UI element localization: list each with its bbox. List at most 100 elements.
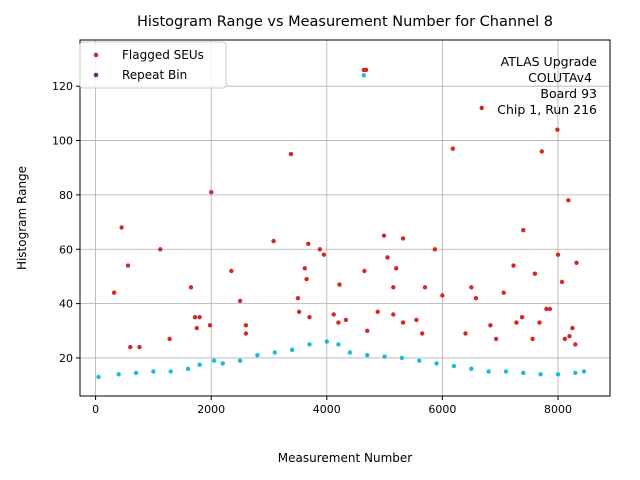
plot-grid	[80, 40, 610, 396]
data-point	[394, 266, 399, 271]
data-point	[188, 285, 194, 290]
x-tick-label: 4000	[313, 403, 341, 416]
data-point	[440, 293, 445, 298]
data-point	[365, 353, 370, 358]
data-point	[255, 353, 260, 358]
data-point	[574, 260, 579, 265]
y-tick-label: 60	[59, 243, 73, 256]
data-point	[211, 358, 217, 363]
data-point	[133, 370, 139, 376]
data-point	[111, 290, 117, 295]
data-point	[125, 263, 131, 268]
data-point	[271, 238, 276, 244]
data-point	[414, 317, 419, 323]
data-point	[473, 296, 479, 301]
data-point	[391, 285, 396, 290]
data-point	[361, 73, 366, 78]
data-point	[488, 323, 493, 328]
x-axis-label: Measurement Number	[278, 451, 412, 465]
data-point	[207, 323, 213, 328]
chart-title: Histogram Range vs Measurement Number fo…	[137, 14, 553, 30]
data-point	[530, 336, 535, 342]
data-point	[511, 263, 516, 268]
legend-marker-flagged-seus	[93, 52, 99, 58]
data-point	[137, 344, 142, 350]
data-point	[539, 149, 544, 154]
data-point	[570, 325, 575, 331]
data-point	[450, 146, 455, 151]
x-ticks: 0 2000 4000 6000 8000	[92, 396, 572, 416]
data-point	[336, 342, 341, 347]
data-point	[365, 328, 370, 333]
data-point	[555, 127, 560, 132]
data-point	[237, 358, 243, 363]
data-point	[503, 369, 509, 374]
data-point	[566, 198, 571, 203]
data-point	[493, 336, 499, 342]
data-point	[420, 331, 425, 336]
data-point	[116, 372, 121, 377]
data-point	[237, 298, 243, 304]
data-point	[519, 315, 525, 320]
scatter-points	[96, 67, 587, 380]
data-point	[185, 366, 191, 371]
data-point	[382, 354, 387, 359]
data-point	[537, 320, 542, 325]
data-point	[331, 312, 336, 317]
data-point	[289, 347, 295, 352]
data-point	[385, 255, 390, 260]
data-point	[307, 342, 312, 347]
y-tick-label: 40	[59, 298, 73, 311]
data-point	[486, 369, 491, 374]
data-point	[514, 320, 519, 325]
data-point	[422, 285, 428, 290]
data-point	[302, 266, 307, 271]
data-point	[96, 374, 101, 380]
data-point	[321, 252, 327, 257]
data-point	[559, 279, 565, 285]
data-point	[521, 370, 526, 376]
annotation: ATLAS Upgrade COLUTAv4 Board 93 Chip 1, …	[497, 54, 597, 117]
data-point	[197, 362, 202, 367]
y-tick-label: 120	[52, 80, 73, 93]
data-point	[562, 336, 568, 342]
data-point	[119, 225, 124, 230]
legend: Flagged SEUs Repeat Bin	[79, 41, 227, 89]
data-point	[337, 282, 342, 287]
data-point	[521, 228, 526, 233]
data-point	[304, 276, 309, 282]
data-point	[581, 369, 587, 374]
data-point	[151, 369, 156, 374]
data-point	[463, 331, 468, 336]
data-point	[544, 306, 549, 312]
data-point	[555, 252, 561, 257]
data-point	[168, 369, 173, 374]
data-point	[538, 372, 543, 377]
x-tick-label: 6000	[428, 403, 456, 416]
x-tick-label: 8000	[544, 403, 572, 416]
data-point	[197, 315, 202, 320]
data-point	[381, 233, 387, 238]
data-point	[243, 323, 249, 328]
data-point	[501, 290, 506, 295]
data-point	[469, 285, 474, 290]
data-point	[209, 190, 214, 195]
data-point	[399, 355, 405, 361]
y-ticks: 20 40 60 80 100 120	[52, 80, 80, 365]
data-point	[229, 268, 234, 274]
x-tick-label: 0	[92, 403, 99, 416]
data-point	[417, 358, 422, 363]
y-tick-label: 100	[52, 135, 73, 148]
data-point	[567, 334, 572, 339]
y-tick-label: 20	[59, 352, 73, 365]
data-point	[158, 247, 163, 252]
data-point	[391, 312, 396, 317]
data-point	[400, 320, 406, 325]
data-point	[295, 296, 301, 301]
data-point	[532, 271, 538, 276]
data-point	[555, 372, 561, 377]
x-tick-label: 2000	[197, 403, 225, 416]
data-point	[573, 342, 578, 347]
data-point	[324, 339, 329, 344]
data-point	[363, 67, 369, 73]
